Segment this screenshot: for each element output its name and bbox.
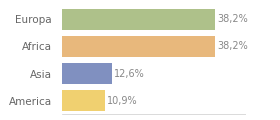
- Text: 38,2%: 38,2%: [217, 41, 248, 51]
- Bar: [62, 90, 105, 111]
- Text: 12,6%: 12,6%: [114, 69, 145, 79]
- Bar: [62, 63, 112, 84]
- Bar: [62, 36, 215, 57]
- Text: 38,2%: 38,2%: [217, 14, 248, 24]
- Bar: [62, 9, 215, 30]
- Text: 10,9%: 10,9%: [108, 96, 138, 106]
